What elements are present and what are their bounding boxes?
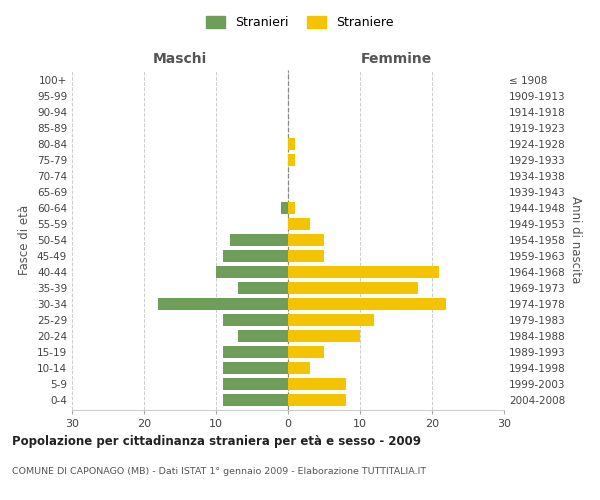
Bar <box>288 378 346 390</box>
Bar <box>288 218 310 230</box>
Bar <box>281 202 288 214</box>
Bar <box>223 250 288 262</box>
Text: COMUNE DI CAPONAGO (MB) - Dati ISTAT 1° gennaio 2009 - Elaborazione TUTTITALIA.I: COMUNE DI CAPONAGO (MB) - Dati ISTAT 1° … <box>12 468 426 476</box>
Bar <box>288 298 446 310</box>
Bar <box>288 362 310 374</box>
Bar <box>288 266 439 278</box>
Bar <box>238 282 288 294</box>
Text: Popolazione per cittadinanza straniera per età e sesso - 2009: Popolazione per cittadinanza straniera p… <box>12 435 421 448</box>
Text: Maschi: Maschi <box>153 52 207 66</box>
Bar <box>223 394 288 406</box>
Bar <box>288 138 295 150</box>
Y-axis label: Fasce di età: Fasce di età <box>19 205 31 275</box>
Bar <box>288 346 324 358</box>
Bar <box>223 314 288 326</box>
Bar <box>288 234 324 246</box>
Bar <box>223 378 288 390</box>
Text: Femmine: Femmine <box>361 52 431 66</box>
Bar <box>288 314 374 326</box>
Legend: Stranieri, Straniere: Stranieri, Straniere <box>202 11 398 34</box>
Bar <box>288 282 418 294</box>
Bar <box>288 250 324 262</box>
Bar <box>288 394 346 406</box>
Bar <box>238 330 288 342</box>
Bar <box>288 202 295 214</box>
Bar <box>288 154 295 166</box>
Bar <box>216 266 288 278</box>
Bar <box>223 346 288 358</box>
Bar <box>223 362 288 374</box>
Y-axis label: Anni di nascita: Anni di nascita <box>569 196 582 284</box>
Bar <box>230 234 288 246</box>
Bar <box>158 298 288 310</box>
Bar <box>288 330 360 342</box>
